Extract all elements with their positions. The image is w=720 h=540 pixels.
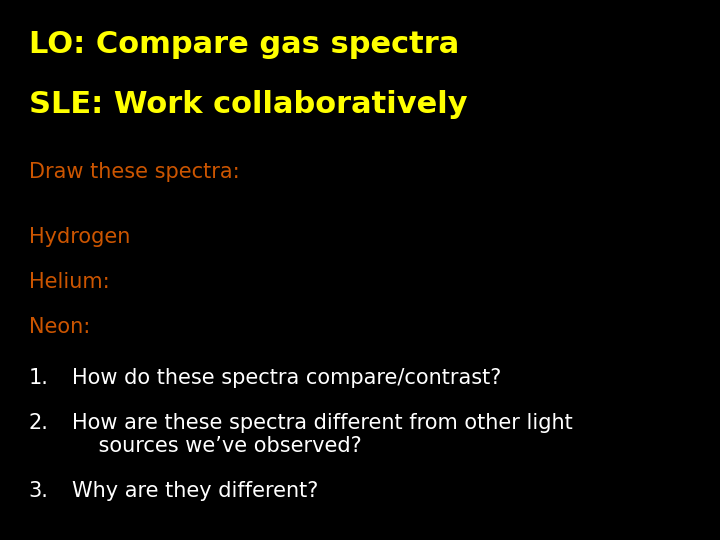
Text: LO: Compare gas spectra: LO: Compare gas spectra	[29, 30, 459, 59]
Text: Neon:: Neon:	[29, 317, 90, 337]
Text: How do these spectra compare/contrast?: How do these spectra compare/contrast?	[72, 368, 501, 388]
Text: Draw these spectra:: Draw these spectra:	[29, 162, 240, 182]
Text: How are these spectra different from other light
    sources we’ve observed?: How are these spectra different from oth…	[72, 413, 572, 456]
Text: SLE: Work collaboratively: SLE: Work collaboratively	[29, 90, 467, 119]
Text: Why are they different?: Why are they different?	[72, 481, 318, 501]
Text: Helium:: Helium:	[29, 272, 109, 292]
Text: 3.: 3.	[29, 481, 49, 501]
Text: 2.: 2.	[29, 413, 49, 433]
Text: 1.: 1.	[29, 368, 49, 388]
Text: Hydrogen: Hydrogen	[29, 227, 130, 247]
